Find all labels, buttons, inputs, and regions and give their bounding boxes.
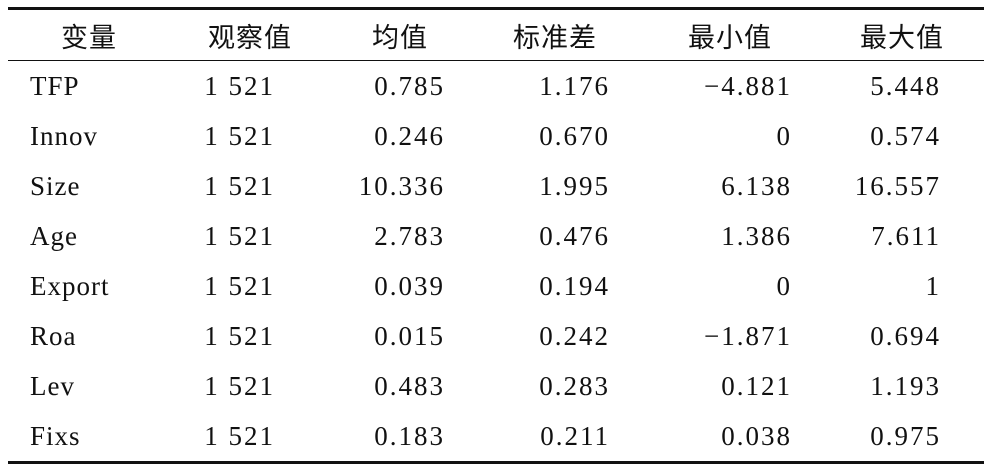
table-cell: 0.183 [374, 420, 445, 451]
variable-name: Fixs [30, 420, 81, 451]
table-cell: 5.448 [870, 70, 941, 101]
table-cell: 0.242 [539, 320, 610, 351]
table-cell: 0.121 [721, 370, 792, 401]
table-cell: 0.283 [539, 370, 610, 401]
variable-name: Size [30, 170, 81, 201]
table-cell: 1.995 [539, 170, 610, 201]
table-cell: 0.694 [870, 320, 941, 351]
table-cell: −4.881 [704, 70, 792, 101]
table-cell: 1 521 [204, 220, 275, 251]
table-row: Export 1 521 0.039 0.194 0 1 [8, 261, 984, 311]
table-cell: 0.015 [374, 320, 445, 351]
table-cell: −1.871 [704, 320, 792, 351]
table-cell: 0.038 [721, 420, 792, 451]
table-cell: 0.211 [540, 420, 610, 451]
table-cell: 0.975 [870, 420, 941, 451]
table-row: Size 1 521 10.336 1.995 6.138 16.557 [8, 161, 984, 211]
table-row: Innov 1 521 0.246 0.670 0 0.574 [8, 111, 984, 161]
table-row: Age 1 521 2.783 0.476 1.386 7.611 [8, 211, 984, 261]
table-cell: 0.483 [374, 370, 445, 401]
table-cell: 1.176 [539, 70, 610, 101]
header-row: 变量 观察值 均值 标准差 最小值 最大值 [8, 8, 984, 61]
variable-name: Innov [30, 120, 98, 151]
table-cell: 0.476 [539, 220, 610, 251]
variable-name: TFP [30, 70, 80, 101]
variable-name: Roa [30, 320, 77, 351]
table-cell: 1.386 [721, 220, 792, 251]
table-cell: 1 521 [204, 70, 275, 101]
header-cell: 最小值 [640, 8, 820, 61]
table-cell: 0.039 [374, 270, 445, 301]
variable-name: Age [30, 220, 78, 251]
table-cell: 10.336 [358, 170, 445, 201]
table-cell: 1 521 [204, 420, 275, 451]
variable-name: Lev [30, 370, 75, 401]
table-cell: 1 521 [204, 270, 275, 301]
table-cell: 7.611 [871, 220, 941, 251]
table-cell: 0.785 [374, 70, 445, 101]
table-cell: 0.670 [539, 120, 610, 151]
table-row: Fixs 1 521 0.183 0.211 0.038 0.975 [8, 411, 984, 463]
table-cell: 0 [776, 120, 792, 151]
table-row: TFP 1 521 0.785 1.176 −4.881 5.448 [8, 61, 984, 112]
table-body: TFP 1 521 0.785 1.176 −4.881 5.448 Innov 1 521 0… [8, 61, 984, 463]
table-cell: 16.557 [854, 170, 941, 201]
table-cell: 0.246 [374, 120, 445, 151]
table-cell: 1 521 [204, 370, 275, 401]
table-cell: 1 [925, 270, 941, 301]
header-cell: 最大值 [820, 8, 984, 61]
variable-name: Export [30, 270, 110, 301]
header-cell: 变量 [8, 8, 170, 61]
table-cell: 0.574 [870, 120, 941, 151]
table-row: Roa 1 521 0.015 0.242 −1.871 0.694 [8, 311, 984, 361]
table-cell: 6.138 [721, 170, 792, 201]
header-cell: 均值 [330, 8, 470, 61]
table-cell: 0 [776, 270, 792, 301]
table-cell: 1 521 [204, 120, 275, 151]
table-cell: 1 521 [204, 320, 275, 351]
header-cell: 观察值 [170, 8, 330, 61]
header-cell: 标准差 [470, 8, 640, 61]
table-cell: 1.193 [870, 370, 941, 401]
table-row: Lev 1 521 0.483 0.283 0.121 1.193 [8, 361, 984, 411]
stats-table: 变量 观察值 均值 标准差 最小值 最大值 TFP 1 521 0.785 1.176 −4.88… [8, 7, 984, 464]
table-cell: 2.783 [374, 220, 445, 251]
table-cell: 1 521 [204, 170, 275, 201]
table-cell: 0.194 [539, 270, 610, 301]
